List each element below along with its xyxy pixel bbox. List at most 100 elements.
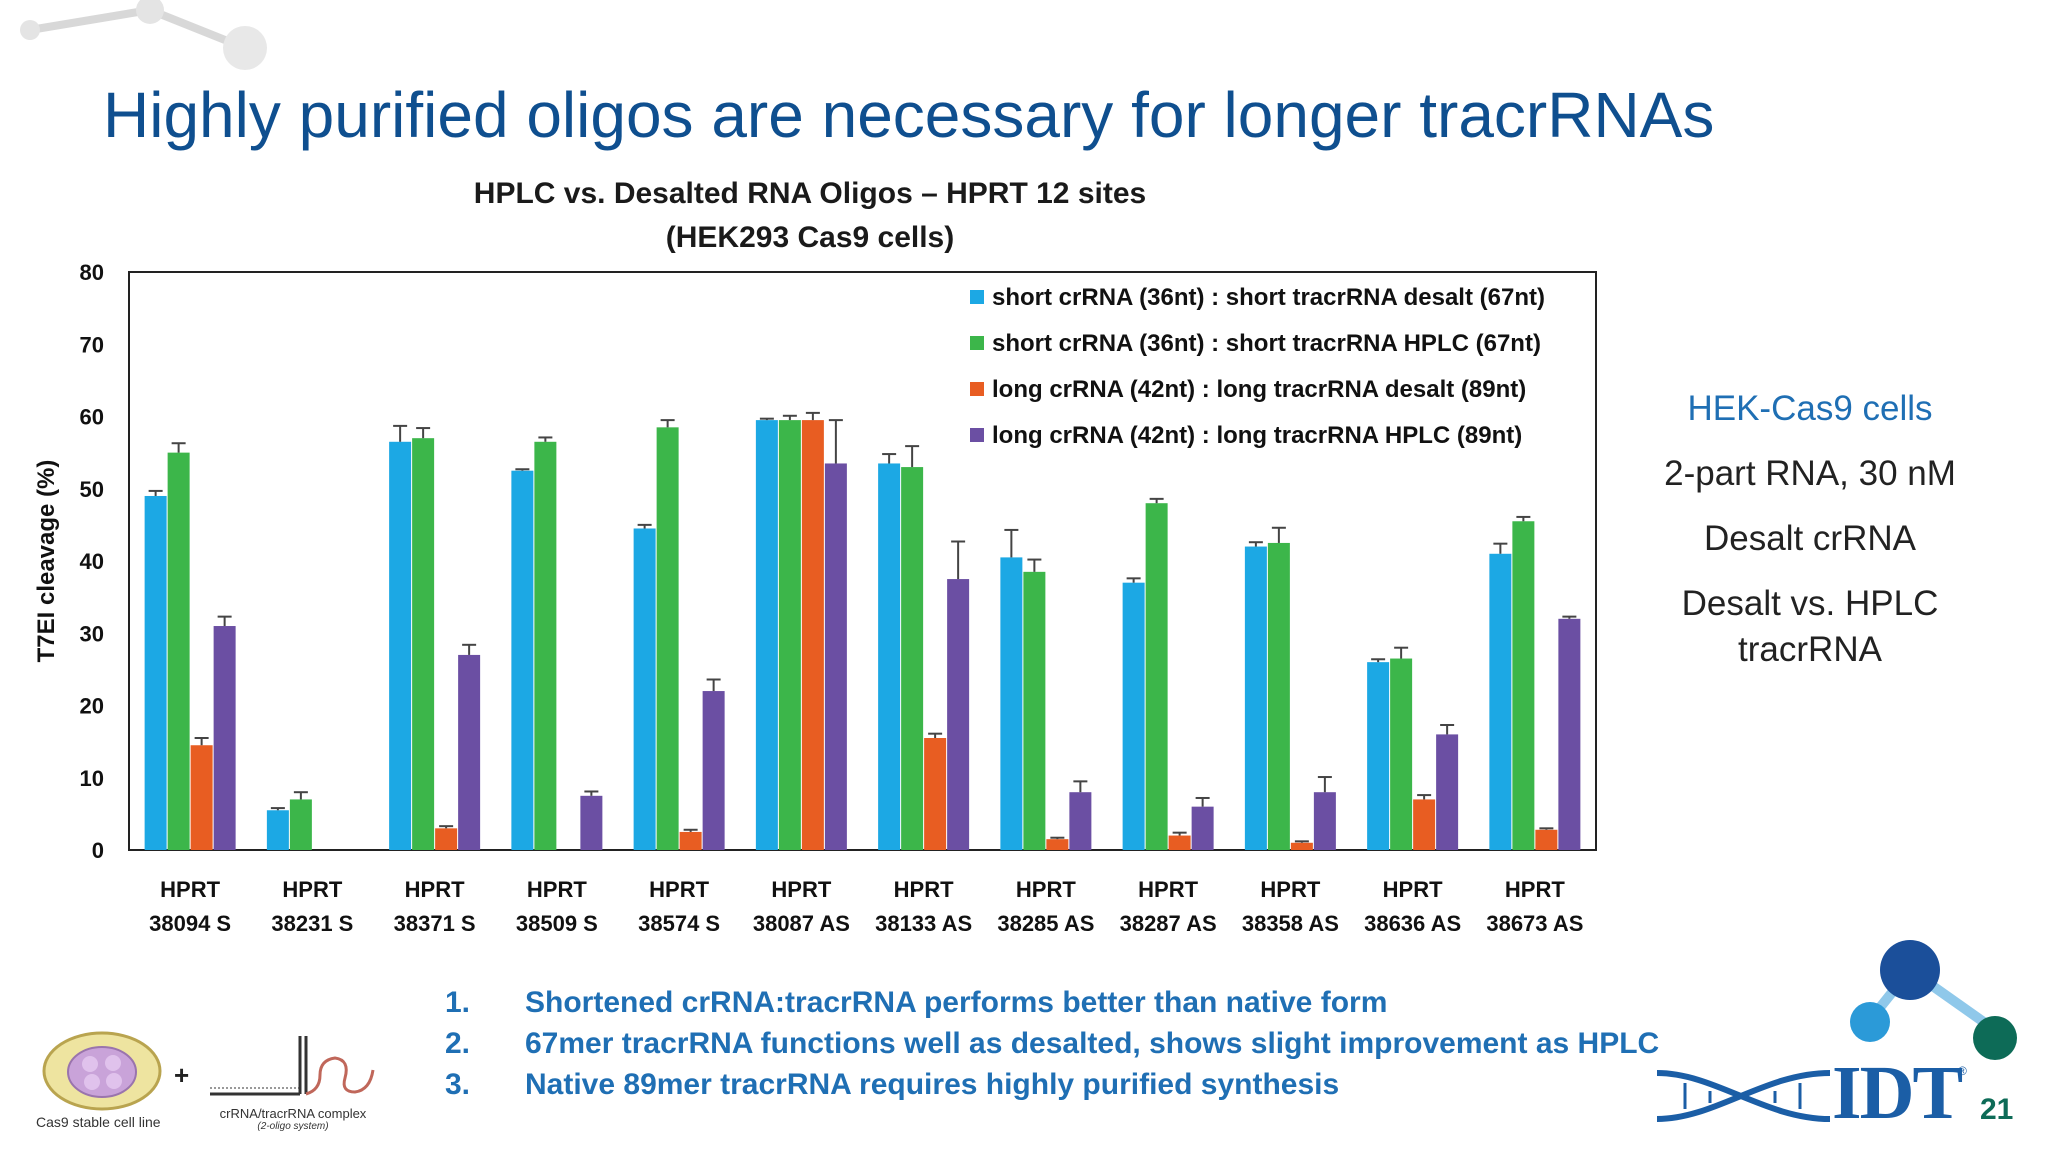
bar: [511, 470, 534, 850]
x-tick-label: 38636 AS: [1364, 911, 1461, 936]
bar: [801, 420, 824, 850]
finding-1: 1. Shortened crRNA:tracrRNA performs bet…: [445, 982, 1659, 1023]
legend-label: long crRNA (42nt) : long tracrRNA HPLC (…: [992, 422, 1522, 449]
x-tick-label: 38371 S: [394, 911, 476, 936]
bar: [656, 427, 679, 850]
bar: [1313, 792, 1336, 850]
y-tick-label: 50: [80, 477, 104, 502]
x-tick-label: 38574 S: [638, 911, 720, 936]
cell-illustration: [42, 1031, 162, 1111]
bar: [144, 495, 167, 850]
bar: [1168, 835, 1191, 850]
y-tick-label: 70: [80, 332, 104, 357]
side-note-comparison: Desalt vs. HPLC: [1681, 584, 1939, 623]
finding-number: 2.: [445, 1026, 471, 1060]
side-note-crrna: Desalt crRNA: [1704, 519, 1916, 558]
finding-text: Shortened crRNA:tracrRNA performs better…: [525, 985, 1388, 1019]
x-tick-label: HPRT: [405, 877, 465, 902]
bar: [1244, 546, 1267, 850]
bar: [878, 463, 901, 850]
chart-title-line2: (HEK293 Cas9 cells): [665, 221, 955, 254]
x-tick-label: HPRT: [1505, 877, 1565, 902]
x-tick-label: 38287 AS: [1120, 911, 1217, 936]
x-tick-label: HPRT: [160, 877, 220, 902]
bar: [1069, 792, 1092, 850]
x-tick-label: HPRT: [1383, 877, 1443, 902]
bar: [1023, 571, 1046, 850]
x-tick-label: 38673 AS: [1486, 911, 1583, 936]
legend-label: long crRNA (42nt) : long tracrRNA desalt…: [992, 376, 1526, 403]
bar: [824, 463, 847, 850]
y-tick-label: 40: [80, 549, 104, 574]
legend-swatch: [970, 382, 984, 396]
x-tick-label: HPRT: [282, 877, 342, 902]
bar: [755, 420, 778, 850]
bar: [1267, 542, 1290, 850]
bar: [289, 799, 312, 850]
bar: [580, 795, 603, 850]
bar: [947, 579, 970, 850]
bar: [1122, 582, 1145, 850]
bar: [266, 810, 289, 850]
side-note-cells: HEK-Cas9 cells: [1687, 389, 1933, 428]
y-tick-label: 0: [92, 838, 104, 863]
x-tick-label: 38509 S: [516, 911, 598, 936]
bar: [679, 831, 702, 850]
side-note-tracrrna: tracrRNA: [1738, 630, 1882, 669]
bar: [190, 745, 213, 850]
bar: [778, 420, 801, 850]
bar: [1145, 503, 1168, 850]
idt-logo-helix-icon: [1656, 1070, 1831, 1122]
legend-swatch: [970, 290, 984, 304]
findings-list: 1. Shortened crRNA:tracrRNA performs bet…: [445, 982, 1659, 1105]
finding-number: 3.: [445, 1067, 471, 1101]
y-tick-label: 80: [80, 260, 104, 285]
molecule-decoration-top: [20, 0, 267, 70]
x-tick-label: 38087 AS: [753, 911, 850, 936]
idt-logo-molecule-icon: [1850, 940, 2017, 1060]
y-axis-label: T7EI cleavage (%): [33, 460, 60, 663]
bar: [435, 828, 458, 850]
idt-logo-text: IDT: [1832, 1051, 1963, 1135]
chart-title: HPLC vs. Desalted RNA Oligos – HPRT 12 s…: [440, 172, 1180, 260]
legend-label: short crRNA (36nt) : short tracrRNA HPLC…: [992, 330, 1541, 357]
idt-logo-registered: ®: [1958, 1064, 1967, 1078]
page-number: 21: [1980, 1093, 2014, 1126]
bar: [633, 528, 656, 850]
y-tick-label: 30: [80, 621, 104, 646]
plot-area: [128, 271, 1597, 851]
bar: [1413, 799, 1436, 850]
bar: [1046, 839, 1069, 850]
chart-title-line1: HPLC vs. Desalted RNA Oligos – HPRT 12 s…: [473, 177, 1147, 210]
bar: [1000, 557, 1023, 850]
bar: [1390, 658, 1413, 850]
bar: [1367, 662, 1390, 850]
x-tick-label: HPRT: [894, 877, 954, 902]
finding-text: 67mer tracrRNA functions well as desalte…: [525, 1026, 1660, 1060]
x-tick-label: HPRT: [649, 877, 709, 902]
bar: [1436, 734, 1459, 850]
finding-3: 3. Native 89mer tracrRNA requires highly…: [445, 1064, 1659, 1105]
bar: [1512, 521, 1535, 850]
finding-text: Native 89mer tracrRNA requires highly pu…: [525, 1067, 1340, 1101]
plus-sign: +: [174, 1060, 190, 1090]
bar: [924, 738, 947, 850]
x-tick-label: 38094 S: [149, 911, 231, 936]
bar: [534, 441, 557, 850]
cell-caption: Cas9 stable cell line: [36, 1114, 161, 1130]
bar: [1489, 553, 1512, 850]
y-tick-label: 10: [80, 766, 104, 791]
x-tick-label: HPRT: [1138, 877, 1198, 902]
x-tick-label: 38133 AS: [875, 911, 972, 936]
legend-swatch: [970, 336, 984, 350]
x-tick-label: 38358 AS: [1242, 911, 1339, 936]
complex-caption: crRNA/tracrRNA complex (2-oligo system): [208, 1106, 378, 1132]
complex-sublabel: (2-oligo system): [257, 1121, 329, 1132]
x-tick-label: HPRT: [527, 877, 587, 902]
legend-swatch: [970, 428, 984, 442]
y-tick-label: 20: [80, 694, 104, 719]
x-tick-label: HPRT: [1260, 877, 1320, 902]
bar: [901, 467, 924, 850]
bar: [1191, 806, 1214, 850]
